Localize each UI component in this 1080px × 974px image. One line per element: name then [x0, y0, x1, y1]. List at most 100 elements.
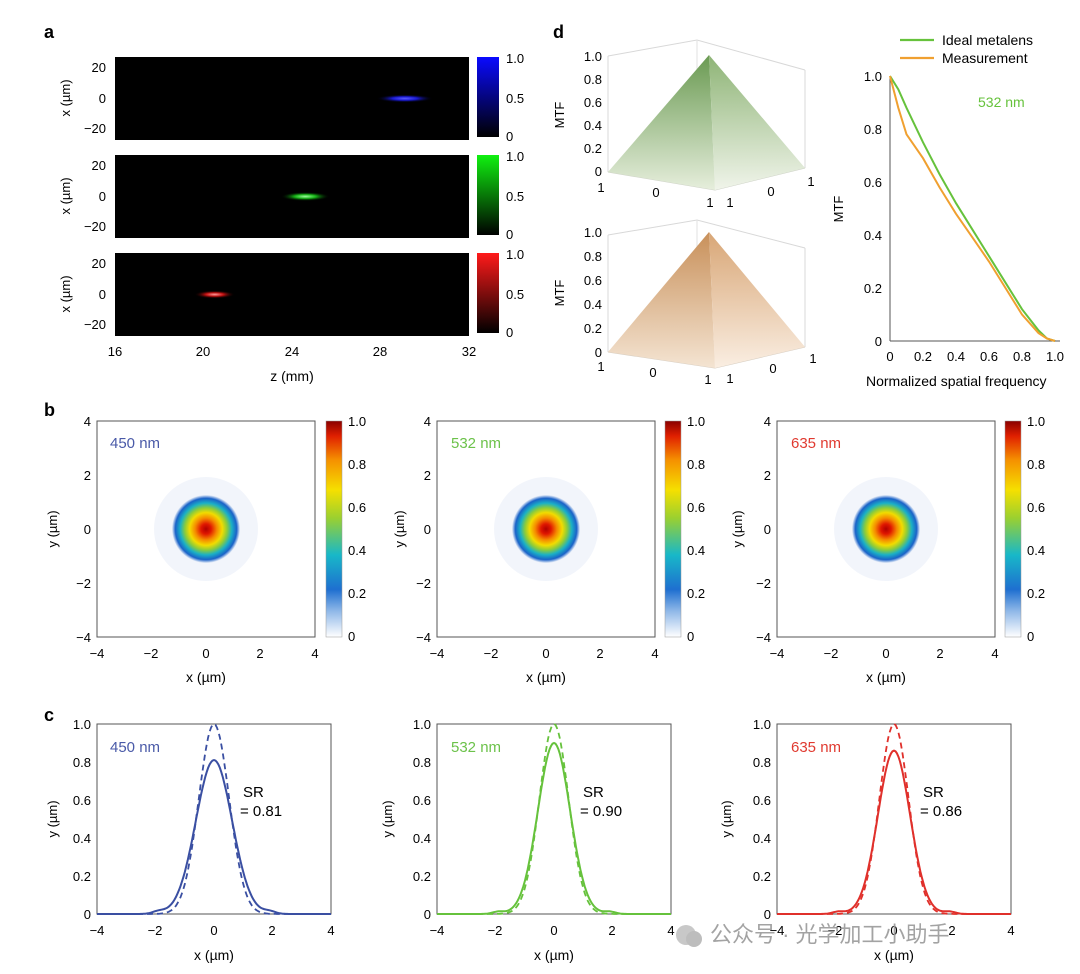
- d3d-ztick: 0.6: [584, 273, 602, 288]
- a-x-ticks: 16 20 24 28 32: [108, 344, 476, 359]
- c-x-ticks: −4 −2 0 2 4 −4 −2 0 2 4 −4 −2 0 2 4: [90, 923, 1015, 938]
- a-xtick: 20: [196, 344, 210, 359]
- d-ytick: 0.8: [864, 122, 882, 137]
- b-cbtick: 0.8: [687, 457, 705, 472]
- b-xtick: 2: [936, 646, 943, 661]
- a-xtick: 28: [373, 344, 387, 359]
- b-xtick: 0: [882, 646, 889, 661]
- a-cbtick: 0: [506, 129, 513, 144]
- b-cbtick: 0.4: [687, 543, 705, 558]
- b-xtick: −4: [430, 646, 445, 661]
- b-colorbar-ticks: 1.0 0.8 0.6 0.4 0.2 0 1.0 0.8 0.6 0.4 0.…: [348, 414, 1045, 644]
- b-label-635: 635 nm: [791, 435, 841, 452]
- a-y-ticks: 20 0 −20 20 0 −20 20 0 −20: [84, 60, 106, 332]
- b-cbtick: 0.2: [1027, 586, 1045, 601]
- panel-a: 20 0 −20 20 0 −20 20 0 −20 x (µm) x (µm)…: [58, 51, 524, 384]
- b-ytick: 0: [84, 522, 91, 537]
- a-cbtick: 0.5: [506, 287, 524, 302]
- d3d-corner-tick: 0: [769, 361, 776, 376]
- c-xtick: 2: [268, 923, 275, 938]
- c-xtick: −4: [770, 923, 785, 938]
- b-xtick: −2: [144, 646, 159, 661]
- b-cbtick: 0.6: [687, 500, 705, 515]
- focus-spot-red: [194, 290, 235, 299]
- b-xtick: −4: [770, 646, 785, 661]
- b-xlabel: x (µm): [866, 669, 906, 685]
- c-frame-532: [436, 723, 672, 915]
- d3d-ztick: 0.4: [584, 118, 602, 133]
- d-ylabel: MTF: [831, 196, 846, 223]
- c-xtick: −2: [488, 923, 503, 938]
- focus-map-red: [115, 253, 469, 336]
- b-ytick: −2: [756, 576, 771, 591]
- c-xtick: 2: [608, 923, 615, 938]
- b-xtick: −2: [484, 646, 499, 661]
- c-xtick: −4: [90, 923, 105, 938]
- c-xtick: 4: [667, 923, 674, 938]
- d-ytick: 0.2: [864, 281, 882, 296]
- a-xtick: 16: [108, 344, 122, 359]
- d3d-ztick: 0.8: [584, 72, 602, 87]
- c-frame-635: [776, 723, 1012, 915]
- c-ytick: 1.0: [413, 717, 431, 732]
- d3d-corner-tick: 1: [597, 359, 604, 374]
- c-sr-annotations: SR = 0.81 SR = 0.90 SR = 0.86: [240, 784, 962, 820]
- c-ytick: 0.8: [753, 755, 771, 770]
- panel-b: 450 nm 532 nm 635 nm 4 2 0 −2 −4 4 2 0 −…: [45, 414, 1045, 685]
- c-measured-curve-532: [437, 741, 671, 915]
- d3d-ztick: 0.2: [584, 141, 602, 156]
- d3d-corner-tick: 1: [809, 351, 816, 366]
- a-cbtick: 1.0: [506, 149, 524, 164]
- d-xtick: 0.8: [1013, 349, 1031, 364]
- b-xtick: 4: [991, 646, 998, 661]
- panel-letter-b: b: [44, 400, 55, 420]
- c-xlabel: x (µm): [194, 947, 234, 963]
- d-legend: Ideal metalens Measurement: [900, 32, 1033, 66]
- c-frame-450: [96, 723, 332, 915]
- a-ylabel: x (µm): [58, 79, 73, 116]
- c-measured-curve-635: [777, 749, 1011, 915]
- c-label-450: 450 nm: [110, 739, 160, 756]
- d-xtick: 0.6: [980, 349, 998, 364]
- c-ytick: 0: [84, 907, 91, 922]
- d3d-corner-tick: 0: [652, 185, 659, 200]
- b-xtick: 0: [542, 646, 549, 661]
- b-ytick: −2: [416, 576, 431, 591]
- mtf-surface-measurement: [607, 219, 806, 369]
- d3d-ztick: 0: [595, 345, 602, 360]
- c-label-635: 635 nm: [791, 739, 841, 756]
- mtf-surface-ideal: [607, 39, 806, 191]
- c-xtick: −2: [148, 923, 163, 938]
- d3d-z-ticks: 1.0 0.8 0.6 0.4 0.2 0 1.0 0.8 0.6 0.4 0.…: [584, 49, 602, 360]
- a-ytick: 0: [99, 287, 106, 302]
- panel-letter-d: d: [553, 22, 564, 42]
- c-ytick: 0.4: [753, 831, 771, 846]
- d-ytick: 0.4: [864, 228, 882, 243]
- d3d-corner-tick: 1: [807, 174, 814, 189]
- c-ytick: 0.8: [413, 755, 431, 770]
- a-xtick: 24: [285, 344, 299, 359]
- panel-letter-c: c: [44, 705, 54, 725]
- panel-d-3d: 1.0 0.8 0.6 0.4 0.2 0 1.0 0.8 0.6 0.4 0.…: [552, 39, 817, 387]
- d3d-corner-tick: 1: [726, 371, 733, 386]
- b-ytick: 2: [84, 468, 91, 483]
- b-xtick: 2: [596, 646, 603, 661]
- c-xtick: 0: [890, 923, 897, 938]
- c-ytick: 0.4: [413, 831, 431, 846]
- c-ytick: 1.0: [753, 717, 771, 732]
- b-ytick: 2: [764, 468, 771, 483]
- legend-label-ideal: Ideal metalens: [942, 32, 1033, 48]
- c-ytick: 1.0: [73, 717, 91, 732]
- c-ytick: 0.6: [73, 793, 91, 808]
- c-label-532: 532 nm: [451, 739, 501, 756]
- c-measured-curve-450: [97, 759, 331, 915]
- d-xtick: 1.0: [1046, 349, 1064, 364]
- b-xtick: −2: [824, 646, 839, 661]
- b-colorbar-635: [1004, 420, 1022, 638]
- d3d-ztick: 0.8: [584, 249, 602, 264]
- d3d-corner-tick: 0: [649, 365, 656, 380]
- d3d-corner-tick: 1: [726, 195, 733, 210]
- focal-spot-635: [851, 494, 921, 564]
- d3d-corner-tick: 1: [704, 372, 711, 387]
- a-ylabel: x (µm): [58, 177, 73, 214]
